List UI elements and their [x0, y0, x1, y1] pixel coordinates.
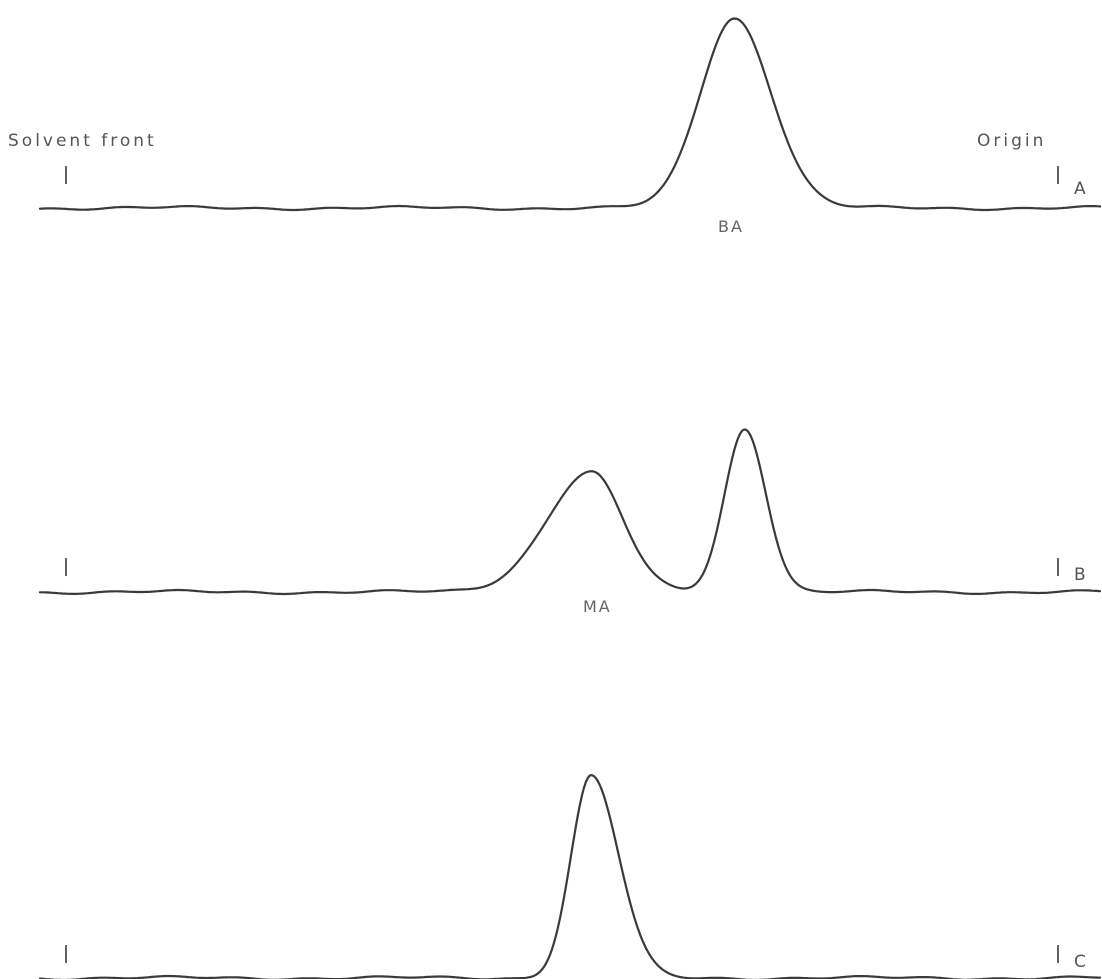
panel-a: A BA: [38, 17, 1102, 236]
panel-b: B MA: [38, 428, 1102, 616]
trace-c: [38, 774, 1102, 979]
origin-label: Origin: [977, 131, 1046, 151]
trace-b: [38, 428, 1102, 596]
panel-label-b: B: [1074, 565, 1089, 585]
panel-label-c: C: [1074, 952, 1089, 972]
peak-label-ba: BA: [718, 217, 744, 236]
panel-label-a: A: [1074, 179, 1089, 199]
panel-c: C: [38, 774, 1102, 979]
solvent-front-label: Solvent front: [8, 131, 157, 151]
trace-a: [38, 17, 1102, 212]
peak-label-ma: MA: [583, 597, 612, 616]
